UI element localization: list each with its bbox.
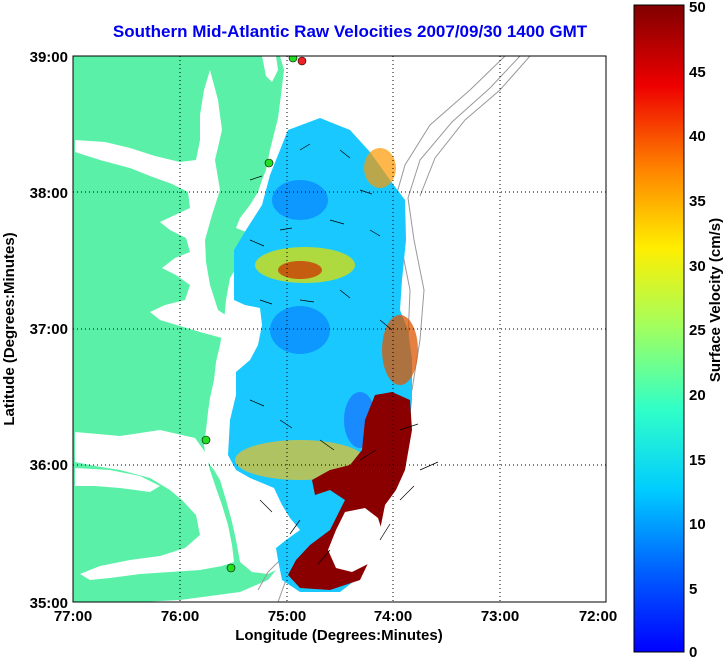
colorbar-tick-label: 45 [689,64,706,81]
colorbar [633,4,685,653]
peak-velocity-zone [288,392,412,590]
y-axis-ticks: 39:00 38:00 37:00 36:00 35:00 [30,49,68,612]
x-tick-label: 72:00 [579,608,617,625]
x-tick-label: 75:00 [268,608,306,625]
x-axis-label: Longitude (Degrees:Minutes) [235,627,443,644]
colorbar-tick-label: 5 [689,581,697,598]
radar-station-marker [201,435,211,445]
delaware-bay [262,56,278,82]
colorbar-tick-label: 10 [689,516,706,533]
colorbar-tick-label: 40 [689,128,706,145]
plot-title: Southern Mid-Atlantic Raw Velocities 200… [112,22,588,41]
x-tick-label: 73:00 [481,608,519,625]
fast-patch-upper-right [364,148,396,188]
x-axis-ticks: 77:00 76:00 75:00 74:00 73:00 72:00 [54,608,617,625]
chesapeake-bay [75,70,246,340]
x-tick-label: 76:00 [161,608,199,625]
colorbar-tick-label: 25 [689,322,706,339]
y-tick-label: 39:00 [30,49,68,66]
x-tick-label: 74:00 [374,608,412,625]
plot-frame [72,55,607,603]
low-velocity-core-north [272,180,328,220]
fast-band-north-core [278,261,322,279]
radar-station-marker [226,563,236,573]
fast-edge-east [382,315,418,385]
radar-station-marker [264,158,274,168]
colorbar-label: Surface Velocity (cm/s) [707,218,724,382]
colorbar-ticks: 50 45 40 35 30 25 20 15 10 5 0 [689,0,706,659]
colorbar-tick-label: 0 [689,644,697,659]
y-tick-label: 35:00 [30,595,68,612]
y-axis-label: Latitude (Degrees:Minutes) [1,232,18,425]
y-tick-label: 37:00 [30,321,68,338]
velocity-field [228,118,418,592]
data-gap [328,508,385,572]
colorbar-tick-label: 15 [689,452,706,469]
radar-station-marker [288,56,298,63]
pamlico-sound [75,430,234,580]
colorbar-tick-label: 35 [689,193,706,210]
low-velocity-core-mid [270,306,330,354]
x-tick-label: 77:00 [54,608,92,625]
y-tick-label: 38:00 [30,185,68,202]
grid-lines [73,56,606,602]
velocity-vectors [249,143,439,565]
radar-station-marker [297,56,307,66]
albemarle-sound [75,468,160,492]
y-tick-label: 36:00 [30,457,68,474]
colorbar-tick-label: 20 [689,387,706,404]
colorbar-tick-label: 30 [689,258,706,275]
colorbar-tick-label: 50 [689,0,706,16]
